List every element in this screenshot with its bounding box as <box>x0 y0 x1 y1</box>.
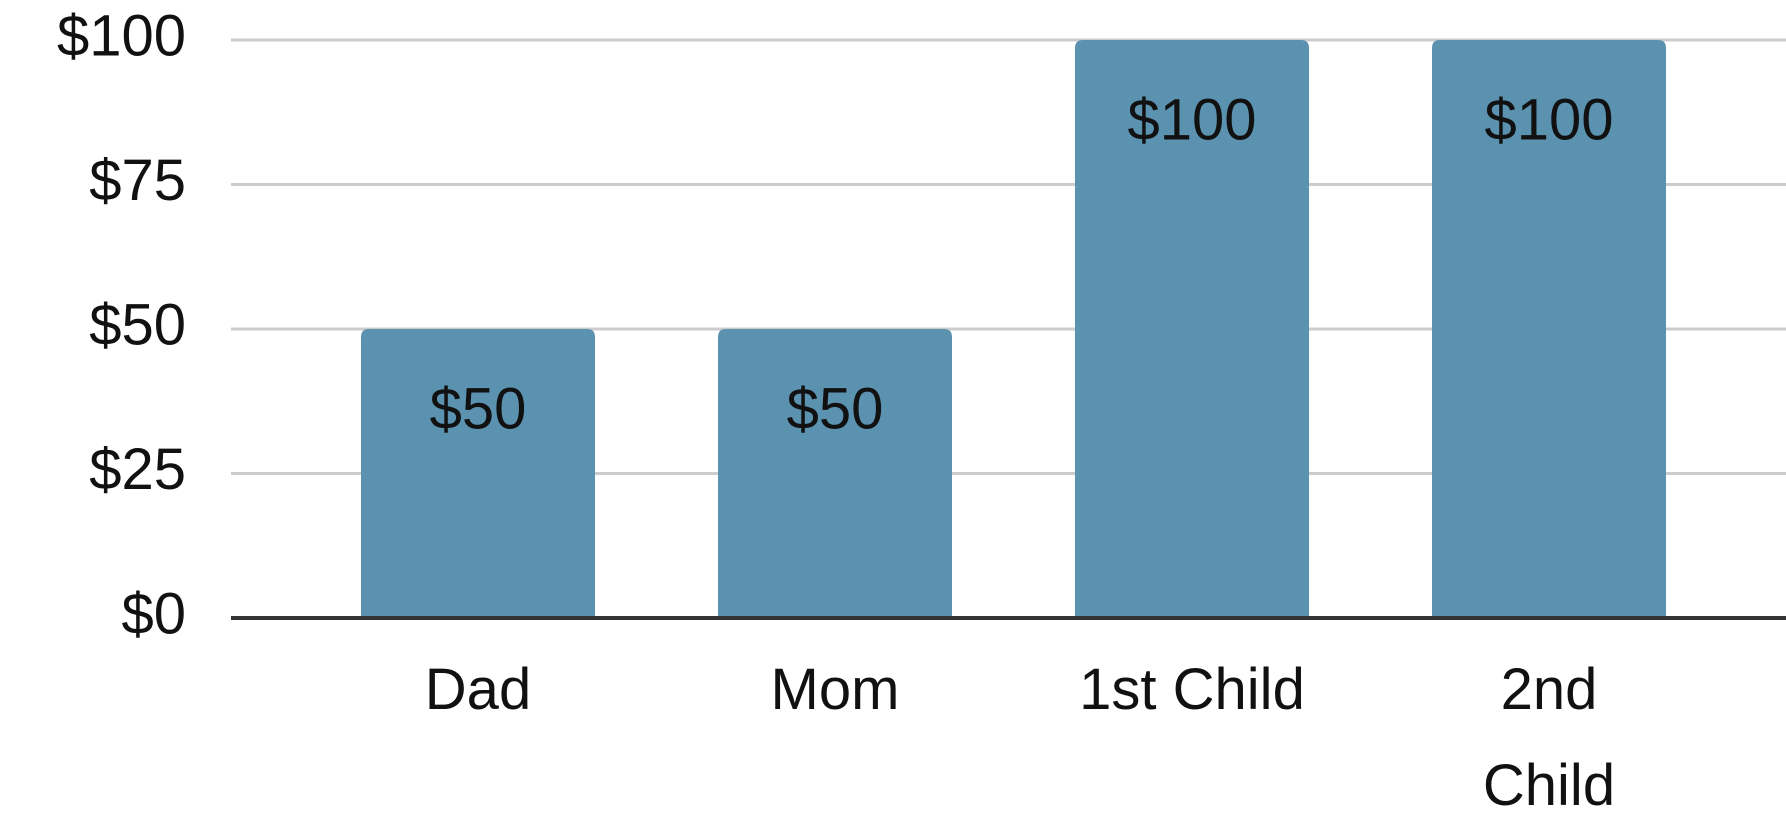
value-label: $50 <box>787 376 884 441</box>
value-label: $100 <box>1127 87 1256 152</box>
y-tick-label: $50 <box>89 292 186 357</box>
value-label: $50 <box>430 376 527 441</box>
bar <box>361 329 595 618</box>
y-tick-label: $75 <box>89 148 186 213</box>
y-tick-label: $100 <box>57 3 186 68</box>
x-tick-label: 1st Child <box>1079 657 1305 722</box>
y-tick-label: $0 <box>121 581 186 646</box>
x-tick-label: Mom <box>770 657 900 722</box>
x-tick-label: 2nd Child <box>1482 657 1616 818</box>
y-tick-label: $25 <box>89 437 186 502</box>
bar <box>1075 40 1309 618</box>
value-label: $100 <box>1484 87 1613 152</box>
bar <box>1432 40 1666 618</box>
bar <box>718 329 952 618</box>
x-tick-label: Dad <box>424 657 532 722</box>
